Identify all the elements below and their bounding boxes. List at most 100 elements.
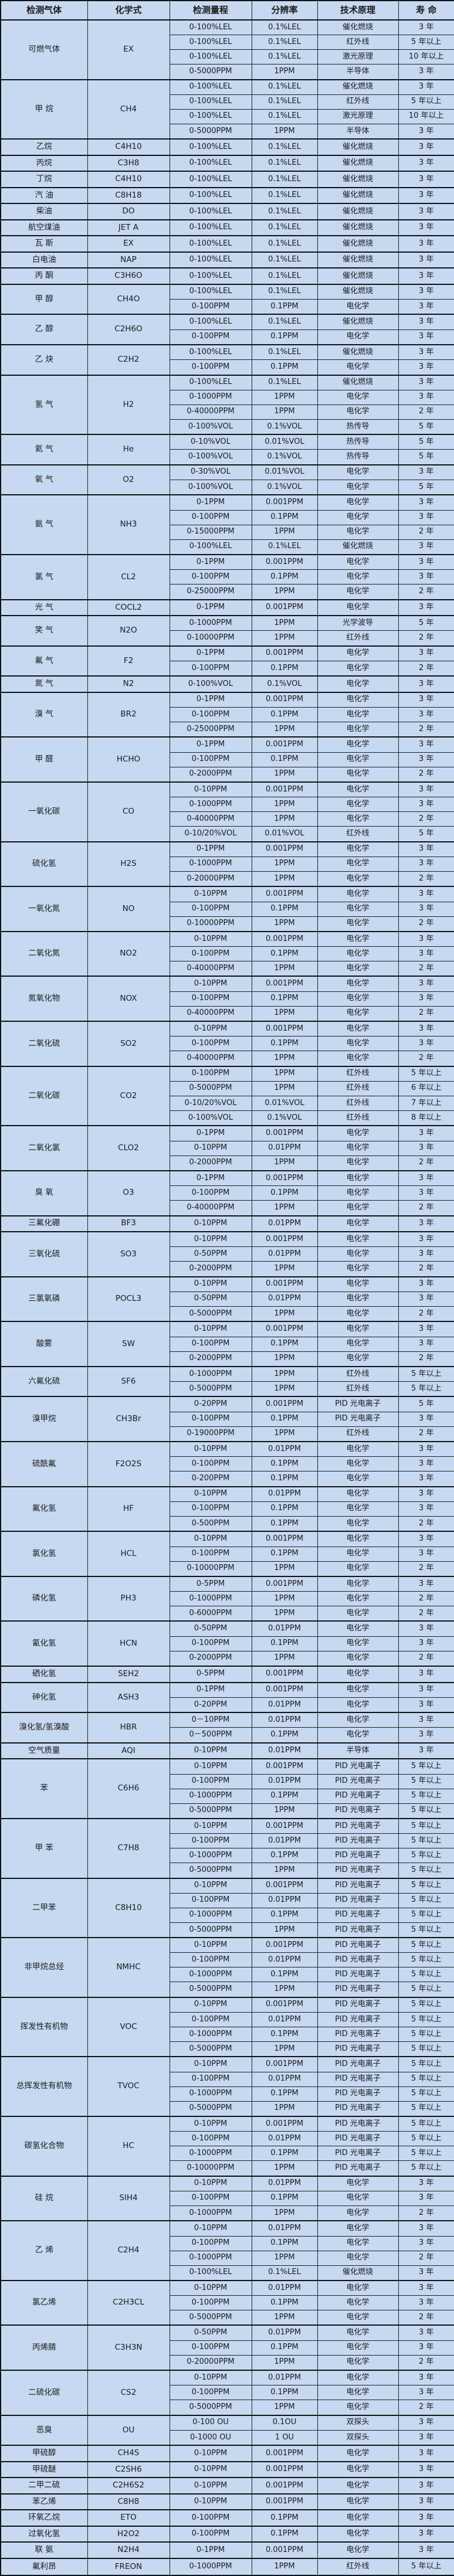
formula-cell: SO3: [87, 1231, 170, 1277]
range-cell: 0-100%LEL: [169, 219, 252, 236]
table-row: 丙烯腈 C3H3N 0-50PPM 0.01PPM 电化学 3 年: [0, 2324, 454, 2371]
formula-cell: CO: [87, 781, 170, 842]
table-row: 0-5000PPM 1PPM 红外线 5 年以上: [1, 1381, 454, 1397]
gas-name-cell: 臭 氧: [0, 1170, 88, 1216]
resolution-cell: 1PPM: [251, 1005, 318, 1022]
formula-cell: H2: [87, 374, 170, 435]
range-cell: 0-1PPM: [169, 494, 252, 511]
table-row: 0-50PPM 0.01PPM 电化学 3 年: [1, 1291, 454, 1307]
life-cell: 3 年: [398, 736, 454, 753]
table-row: 0-100%LEL 0.1%LEL 红外线 5 年以上: [1, 35, 454, 50]
range-cell: 0-100PPM: [169, 1065, 252, 1082]
principle-cell: 电化学: [317, 1531, 399, 1547]
resolution-cell: 0.01PPM: [251, 2324, 318, 2341]
resolution-cell: 0.1PPM: [251, 359, 318, 376]
gas-name-cell: 氯乙烯: [0, 2279, 88, 2326]
life-cell: 3 年: [398, 1456, 454, 1472]
principle-cell: 催化燃烧: [317, 251, 399, 269]
life-cell: 3 年: [398, 138, 454, 156]
resolution-cell: 0.1PPM: [251, 2509, 318, 2527]
principle-cell: 电化学: [317, 660, 399, 677]
table-row: 氮 气 N2 0-100%VOL 0.1%VOL 电化学 3 年: [0, 675, 454, 693]
table-row: 0-1000PPM 0.1PPM PID 光电离子 5 年以上: [1, 2146, 454, 2162]
table-row: 氟 气 F2 0-1PPM 0.001PPM 电化学 3 年: [0, 645, 454, 677]
principle-cell: 电化学: [317, 464, 399, 481]
gas-name-cell: 空气质量: [0, 1742, 88, 1759]
table-row: 0-15000PPM 1PPM 电化学 2 年: [1, 524, 454, 540]
formula-cell: N2: [87, 675, 170, 693]
range-cell: 0-100PPM: [169, 329, 252, 345]
range-cell: 0-10PPM: [169, 2175, 252, 2191]
life-cell: 3 年: [398, 1636, 454, 1651]
resolution-cell: 1PPM: [251, 1561, 318, 1577]
life-cell: 3 年: [398, 645, 454, 661]
resolution-cell: 0.1PPM: [251, 901, 318, 917]
life-cell: 2 年: [398, 1200, 454, 1216]
range-cell: 0-5000PPM: [169, 1306, 252, 1322]
range-cell: 0-100PPM: [169, 2235, 252, 2251]
gas-name-cell: 氧 气: [0, 464, 88, 495]
resolution-cell: 0.01PPM: [251, 2370, 318, 2386]
range-cell: 0-10/20%VOL: [169, 826, 252, 842]
table-row: 丁烷 C4H10 0-100%LEL 0.1%LEL 催化燃烧 3 年: [0, 171, 454, 188]
life-cell: 3 年: [398, 464, 454, 481]
range-cell: 0-15000PPM: [169, 524, 252, 540]
resolution-cell: 1PPM: [251, 1351, 318, 1367]
range-cell: 0-1000PPM: [169, 2146, 252, 2162]
principle-cell: 催化燃烧: [317, 344, 399, 361]
table-row: 0-5000PPM 1PPM PID 光电离子 5 年以上: [1, 1982, 454, 1998]
gas-name-cell: 二甲苯: [0, 1877, 88, 1938]
table-row: 0-1000PPM 0.1PPM PID 光电离子 5 年以上: [1, 2086, 454, 2102]
principle-cell: 电化学: [317, 811, 399, 827]
range-cell: 0-10000PPM: [169, 1561, 252, 1577]
principle-cell: 电化学: [317, 1681, 399, 1698]
range-cell: 0-10PPM: [169, 2477, 252, 2495]
principle-cell: 热传导: [317, 449, 399, 465]
resolution-cell: 1PPM: [251, 1080, 318, 1096]
resolution-cell: 0.01PPM: [251, 2220, 318, 2237]
principle-cell: 电化学: [317, 2175, 399, 2191]
principle-cell: 电化学: [317, 1170, 399, 1187]
resolution-cell: 0.01PPM: [251, 2279, 318, 2296]
range-cell: 0-10PPM: [169, 976, 252, 992]
range-cell: 0-40000PPM: [169, 1051, 252, 1067]
range-cell: 0-100PPM: [169, 509, 252, 525]
range-cell: 0-100%LEL: [169, 138, 252, 156]
resolution-cell: 0.1PPM: [251, 329, 318, 345]
resolution-cell: 0.001PPM: [251, 645, 318, 661]
table-row: 硫酰氟 F2O2S 0-10PPM 0.01PPM 电化学 3 年: [0, 1441, 454, 1487]
resolution-cell: 1PPM: [251, 1591, 318, 1607]
range-cell: 0-2000PPM: [169, 1261, 252, 1277]
range-cell: 0-100 OU: [169, 2414, 252, 2431]
table-row: 丙 酮 C3H6O 0-100%LEL 0.1%LEL 催化燃烧 3 年: [0, 267, 454, 285]
principle-cell: 红外线: [317, 1095, 399, 1111]
resolution-cell: 0.1PPM: [251, 1967, 318, 1983]
life-cell: 3 年: [398, 1697, 454, 1713]
resolution-cell: 0.001PPM: [251, 1758, 318, 1775]
gas-name-cell: 挥发性有机物: [0, 1996, 88, 2057]
formula-cell: CL2: [87, 553, 170, 600]
resolution-cell: 1PPM: [251, 389, 318, 405]
range-cell: 0-200PPM: [169, 1471, 252, 1487]
range-cell: 0-100PPM: [169, 359, 252, 376]
range-cell: 0-1PPM: [169, 553, 252, 570]
gas-name-cell: 瓦 斯: [0, 235, 88, 253]
table-row: 氰化氢 HCN 0-50PPM 0.01PPM 电化学 3 年: [0, 1620, 454, 1667]
life-cell: 5 年以上: [398, 2086, 454, 2102]
life-cell: 2 年: [398, 1426, 454, 1442]
table-row: 0-1000PPM 1PPM 电化学 3 年: [1, 389, 454, 405]
resolution-cell: 0.001PPM: [251, 2477, 318, 2495]
range-cell: 0-10000PPM: [169, 916, 252, 932]
principle-cell: 电化学: [317, 1291, 399, 1307]
principle-cell: 电化学: [317, 2525, 399, 2543]
formula-cell: DO: [87, 203, 170, 220]
range-cell: 0-50PPM: [169, 1246, 252, 1262]
table-row: 0-40000PPM 1PPM 电化学 2 年: [1, 404, 454, 420]
range-cell: 0-1PPM: [169, 1681, 252, 1698]
gas-name-cell: 甲 苯: [0, 1817, 88, 1879]
table-row: 二氧化氮 NO2 0-10PPM 0.001PPM 电化学 3 年: [0, 930, 454, 977]
life-cell: 3 年: [398, 841, 454, 857]
table-row: 0-100PPM 0.1PPM 电化学 3 年: [1, 2385, 454, 2401]
life-cell: 5 年: [398, 434, 454, 450]
resolution-cell: 0.001PPM: [251, 1996, 318, 2013]
